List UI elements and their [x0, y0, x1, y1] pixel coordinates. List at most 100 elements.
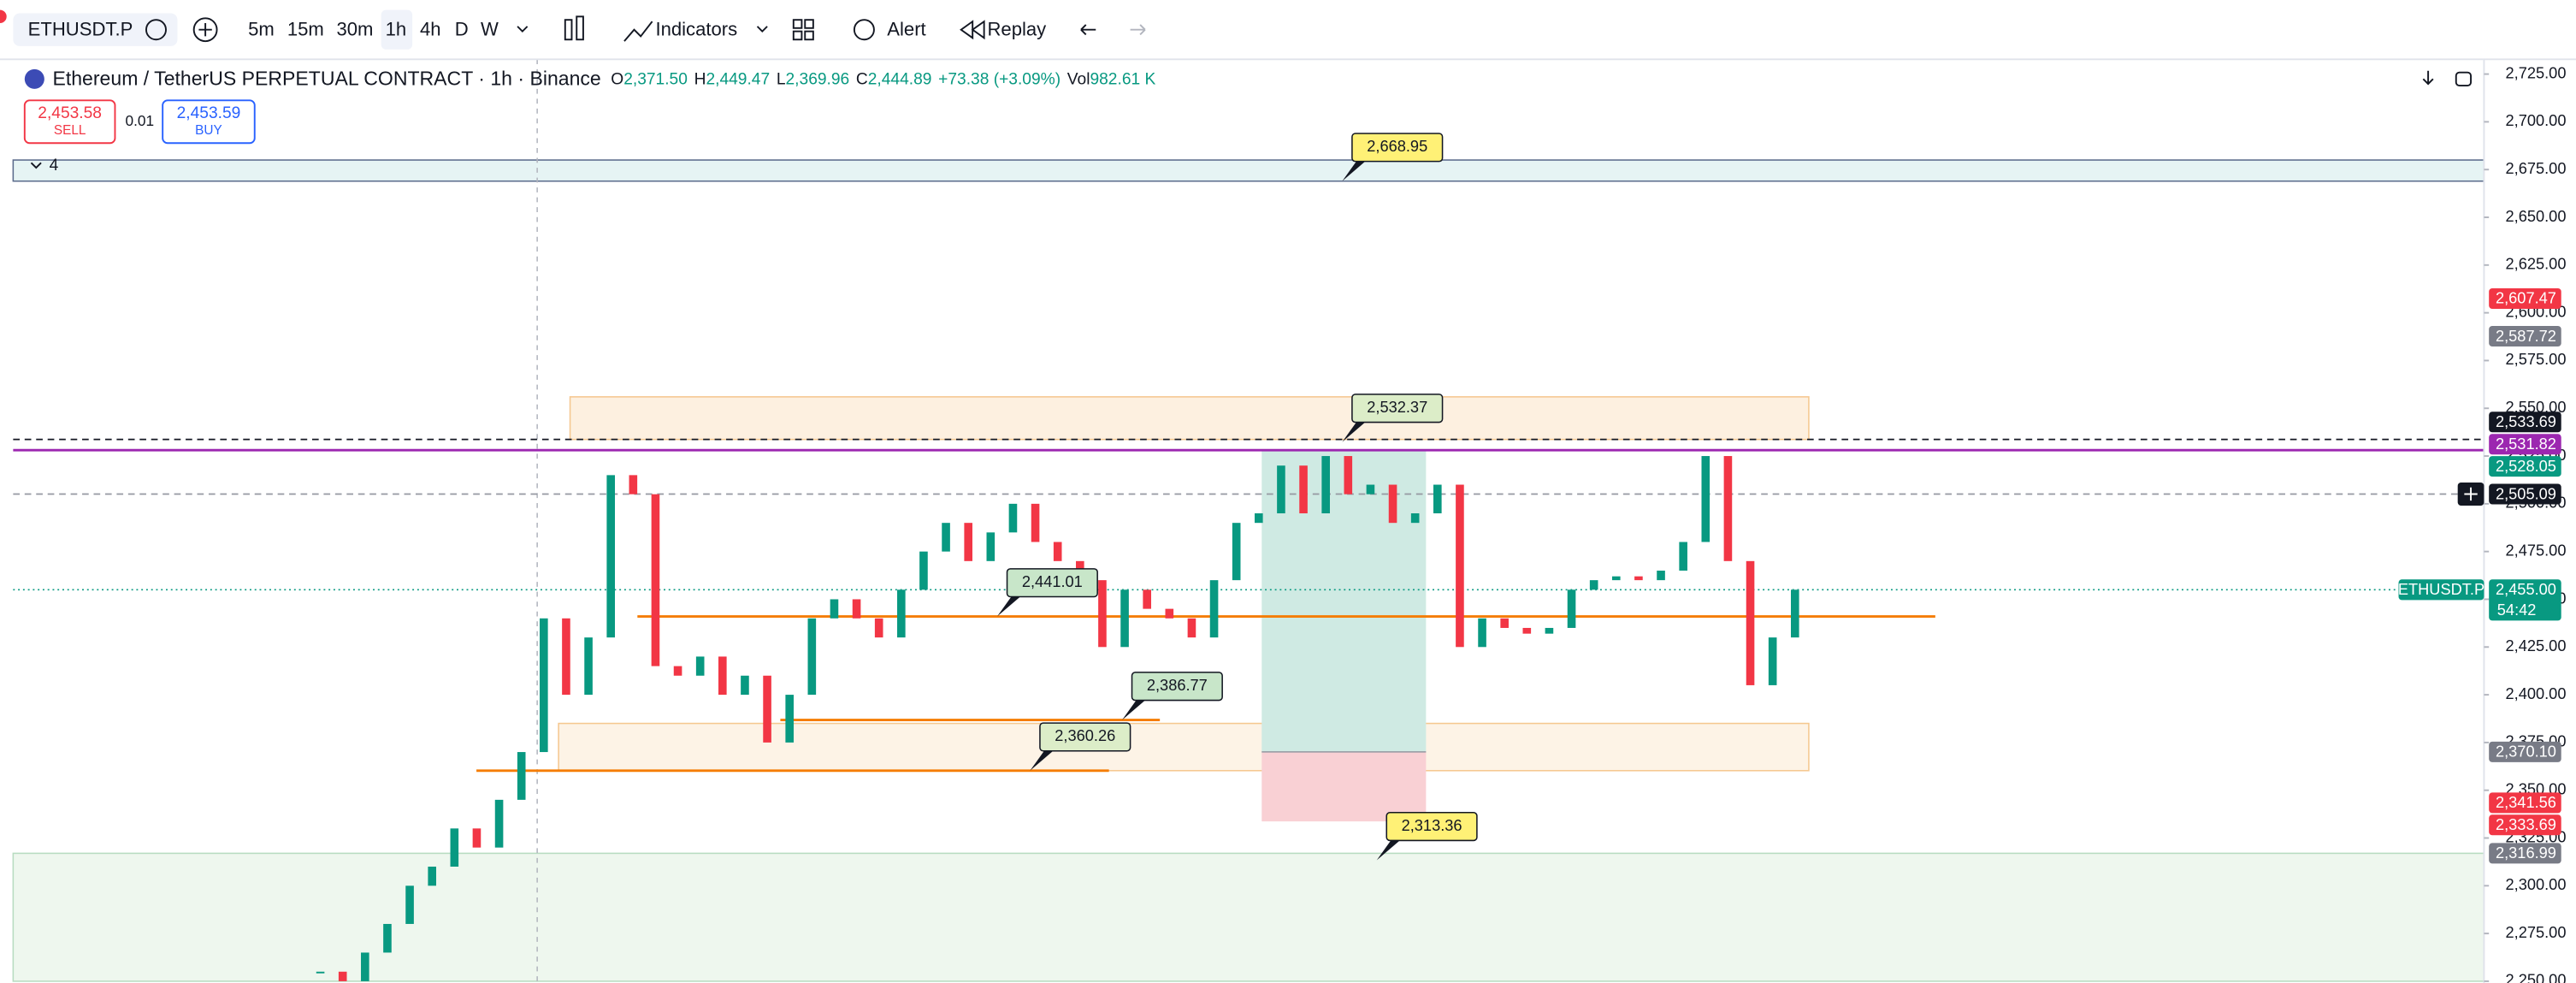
price-tag-label: 2,531.82 [2496, 435, 2556, 453]
group-toggle[interactable] [30, 162, 42, 169]
y-tick-label: 2,275.00 [2505, 923, 2566, 941]
callout-pointer [996, 593, 1020, 617]
candle [1255, 513, 1263, 524]
candle [562, 618, 570, 696]
interval[interactable]: 4h [420, 19, 441, 40]
candle [1031, 503, 1040, 542]
h-value: 2,449.47 [706, 70, 770, 88]
vol-value: 982.61 K [1090, 70, 1155, 88]
price-tag-label: 2,370.10 [2496, 743, 2556, 761]
h-label: H [694, 70, 706, 88]
candle [1723, 456, 1733, 561]
layout-icon[interactable] [792, 19, 814, 41]
price-tags: 2,607.47 2,587.72 2,533.69 2,531.82 2,528.05… [2398, 287, 2561, 864]
candle [584, 637, 593, 696]
indicators[interactable]: Indicators [655, 19, 737, 40]
price-tag-label: 2,455.00 [2496, 580, 2556, 598]
candle [807, 618, 817, 696]
interval[interactable]: 5m [248, 19, 275, 40]
interval[interactable]: W [481, 19, 499, 40]
candle [1567, 589, 1576, 628]
alert[interactable]: Alert [887, 19, 925, 40]
candle [986, 532, 996, 561]
add-symbol[interactable] [192, 17, 218, 43]
price-tag [2489, 456, 2561, 477]
templates-menu[interactable] [756, 26, 768, 33]
c-label: C [856, 70, 868, 88]
candle [1456, 484, 1464, 648]
candle [338, 971, 347, 981]
sell-button[interactable] [23, 99, 116, 145]
candle [1545, 627, 1554, 634]
candle [651, 494, 660, 666]
position-loss [1261, 751, 1427, 822]
candle [1232, 523, 1241, 581]
candle [673, 666, 682, 676]
callout-label: 2,532.37 [1367, 398, 1427, 416]
candle [1344, 456, 1353, 494]
alert-icon[interactable] [853, 19, 875, 41]
candle [852, 599, 861, 619]
price-tag-label: 2,333.69 [2496, 815, 2556, 833]
countdown: 54:42 [2497, 601, 2537, 619]
callout-label: 2,360.26 [1055, 726, 1115, 744]
interval[interactable]: 15m [287, 19, 324, 40]
price-tag-label: 2,341.56 [2496, 793, 2556, 811]
candle [1209, 580, 1219, 638]
price-tag-label: 2,505.09 [2496, 484, 2556, 502]
candle [606, 475, 615, 638]
callout-box [1131, 672, 1223, 702]
legend: Ethereum / TetherUS PERPETUAL CONTRACT ·… [52, 67, 1155, 89]
symbol[interactable]: ETHUSDT.P [28, 19, 133, 40]
buy-price: 2,453.59 [177, 104, 241, 122]
interval[interactable]: D [455, 19, 469, 40]
price-tag [2489, 741, 2561, 762]
candle [1299, 465, 1308, 514]
replay[interactable]: Replay [987, 19, 1046, 40]
interval[interactable]: 1h [386, 19, 407, 40]
callout-pointer [1342, 157, 1366, 181]
callout-box [1351, 133, 1444, 163]
callout-label: 2,313.36 [1402, 816, 1462, 834]
candle [785, 695, 794, 743]
callout-pointer [1121, 696, 1145, 720]
y-tick-label: 2,550.00 [2505, 398, 2566, 416]
scroll-icon[interactable] [2422, 70, 2434, 86]
callouts: 2,668.95 2,532.37 2,441.01 2,386.77 2,360.26… [996, 133, 1478, 861]
chart-type-icon[interactable] [564, 19, 573, 41]
compare-icon[interactable] [145, 19, 167, 41]
symbol-search[interactable] [13, 13, 178, 46]
fullscreen-icon[interactable] [2455, 71, 2473, 86]
interval[interactable]: 30m [336, 19, 373, 40]
candle [1500, 618, 1509, 628]
buy-button[interactable] [162, 99, 256, 145]
zones [12, 159, 2485, 982]
drawing-group-count: 4 [50, 157, 59, 175]
l-label: L [777, 70, 786, 88]
vol-label: Vol [1067, 70, 1090, 88]
candle [1589, 580, 1598, 590]
candle [1657, 570, 1665, 581]
candle [942, 523, 950, 552]
price-tag-label: 2,587.72 [2496, 327, 2556, 345]
price-tag [2489, 326, 2561, 347]
replay-icon[interactable] [960, 20, 985, 40]
y-tick-label: 2,475.00 [2505, 541, 2566, 559]
candle [1746, 560, 1755, 685]
candle [1522, 627, 1532, 634]
zone [558, 722, 1810, 772]
price-tag [2489, 814, 2561, 836]
interval-menu[interactable] [517, 26, 529, 33]
quantity[interactable]: 0.01 [125, 112, 154, 129]
redo[interactable] [1130, 24, 1146, 36]
candle [718, 656, 727, 696]
candle [450, 828, 459, 867]
candle [316, 971, 325, 974]
candle [1366, 484, 1375, 494]
sell-price: 2,453.58 [38, 104, 102, 122]
candle [383, 923, 392, 953]
position-profit [1261, 450, 1427, 752]
undo[interactable] [1080, 24, 1096, 36]
indicators-icon[interactable] [623, 21, 653, 42]
symbol-tag [2398, 579, 2484, 601]
